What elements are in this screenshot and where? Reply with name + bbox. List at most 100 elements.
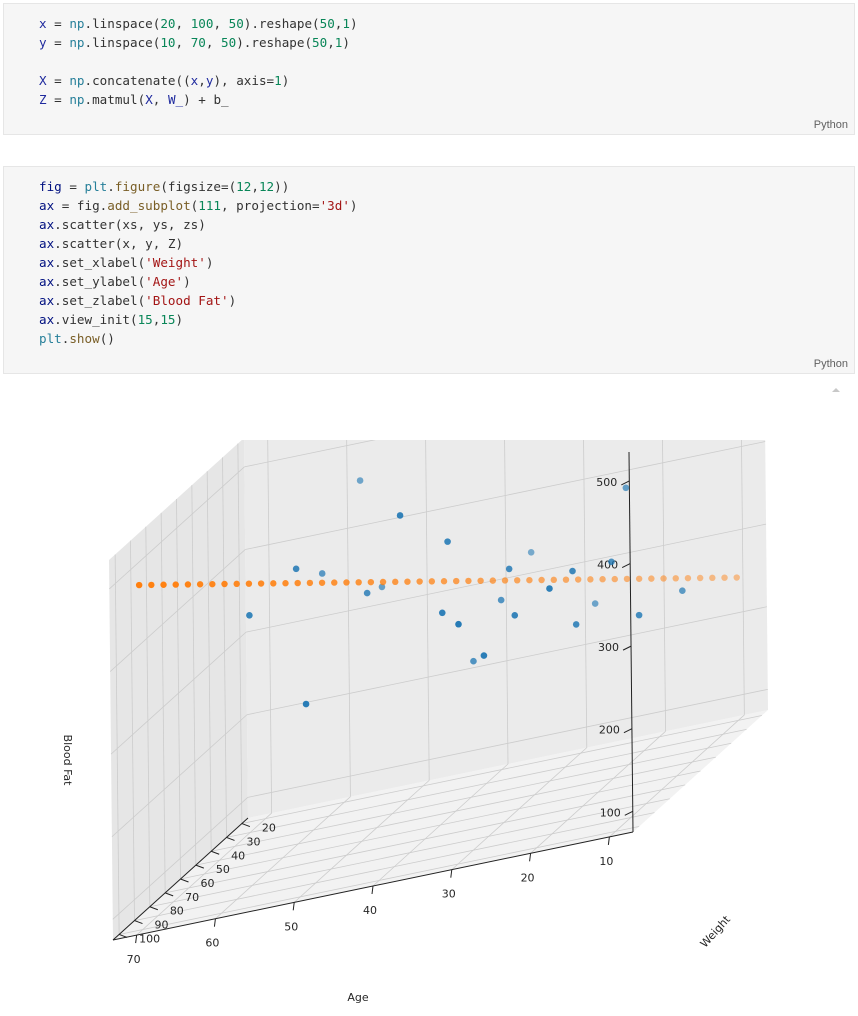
weight-tick [226, 836, 235, 841]
code-token: ), axis= [213, 73, 275, 88]
blood-fat-tick [624, 810, 634, 816]
code-token: , [213, 16, 229, 31]
data-point [608, 558, 615, 566]
code-line [39, 52, 358, 71]
age-tick-label: 10 [599, 855, 613, 868]
fitted-point [599, 576, 606, 583]
collapse-output-icon[interactable] [832, 388, 840, 392]
code-token: figure [114, 179, 161, 194]
code-token: ax [39, 198, 55, 213]
code-token: x [39, 16, 47, 31]
code-cell-1[interactable]: x = np.linspace(20, 100, 50).reshape(50,… [3, 3, 855, 135]
code-token: , [205, 35, 222, 50]
age-axis-label: Age [347, 991, 369, 1004]
code-token: 12 [236, 179, 252, 194]
code-token: Z [39, 92, 47, 107]
code-token: np [69, 16, 85, 31]
data-point [363, 589, 371, 597]
data-point [246, 612, 253, 619]
weight-tick-label: 50 [216, 863, 230, 876]
code-token: 70 [190, 35, 206, 50]
grid-line [267, 440, 273, 814]
grid-line [293, 780, 430, 903]
weight-tick-label: 20 [262, 822, 276, 835]
fitted-point [440, 578, 448, 585]
weight-tick [118, 933, 128, 938]
code-token: show [69, 331, 100, 346]
code-token: ).reshape( [236, 35, 313, 50]
grid-line [111, 714, 248, 838]
fitted-point [526, 576, 533, 584]
fitted-point [367, 578, 375, 586]
fitted-point [574, 576, 582, 583]
code-line: plt.show() [39, 329, 358, 348]
code-token: = [46, 73, 70, 88]
code-line: ax = fig.add_subplot(111, projection='3d… [39, 196, 358, 215]
code-token: 'Blood Fat' [145, 293, 229, 308]
weight-tick-label: 80 [170, 905, 184, 918]
weight-tick [241, 823, 251, 828]
code-token: , [152, 312, 161, 327]
code-token: 50 [319, 16, 335, 31]
code-token: ) [228, 293, 237, 308]
code-token: ax [39, 293, 55, 308]
code-token: 100 [190, 16, 214, 31]
fitted-point [270, 580, 277, 587]
code-editor[interactable]: fig = plt.figure(figsize=(12,12)) ax = fi… [39, 177, 358, 348]
code-token: 'Weight' [145, 255, 206, 270]
fitted-point [172, 581, 179, 588]
code-token: ) [175, 312, 184, 327]
data-point [511, 612, 519, 619]
data-point [591, 600, 599, 607]
weight-tick-label: 30 [247, 835, 261, 848]
code-token: ) [349, 16, 358, 31]
age-tick [529, 853, 532, 862]
fitted-point [221, 580, 228, 588]
code-token: ( [190, 198, 199, 213]
age-tick [450, 869, 453, 878]
cell-language-label: Python [813, 119, 848, 131]
blood-fat-axis-line [628, 451, 634, 833]
code-token: .concatenate(( [84, 73, 191, 88]
code-token: . [61, 331, 70, 346]
grid-line [109, 466, 245, 590]
code-token: .linspace( [84, 16, 161, 31]
fitted-point [282, 580, 289, 587]
weight-tick [149, 906, 158, 911]
grid-line [583, 440, 588, 748]
weight-tick-label: 60 [201, 877, 215, 890]
grid-line [346, 440, 351, 797]
code-line: ax.scatter(xs, ys, zs) [39, 215, 358, 234]
age-tick [135, 935, 138, 944]
grid-line [110, 631, 247, 755]
fitted-point [331, 579, 338, 586]
blood-fat-tick-label: 400 [597, 559, 618, 572]
code-cell-2[interactable]: fig = plt.figure(figsize=(12,12)) ax = fi… [3, 166, 855, 374]
code-token: . [107, 179, 115, 194]
data-point [438, 609, 446, 617]
code-token: 20 [160, 16, 176, 31]
fitted-point [733, 574, 740, 581]
code-token: 1 [342, 16, 350, 31]
back-pane [244, 440, 768, 818]
age-tick [213, 918, 216, 927]
fitted-point [257, 580, 265, 587]
weight-tick-label: 100 [139, 932, 160, 945]
grid-line [741, 440, 745, 715]
grid-line [160, 512, 166, 893]
grid-line [215, 796, 351, 920]
fitted-point [184, 581, 192, 588]
grid-line [425, 440, 430, 781]
fitted-point [318, 579, 326, 586]
data-point [497, 596, 505, 604]
code-line: X = np.concatenate((x,y), axis=1) [39, 71, 358, 90]
code-editor[interactable]: x = np.linspace(20, 100, 50).reshape(50,… [39, 14, 358, 109]
grid-line [130, 540, 135, 921]
code-token: W_ [167, 92, 184, 107]
code-token: ) [349, 198, 358, 213]
grid-line [662, 440, 666, 732]
fitted-point [209, 580, 216, 588]
code-token: X [145, 92, 153, 107]
blood-fat-tick-label: 200 [599, 724, 620, 737]
fitted-point [477, 577, 484, 584]
